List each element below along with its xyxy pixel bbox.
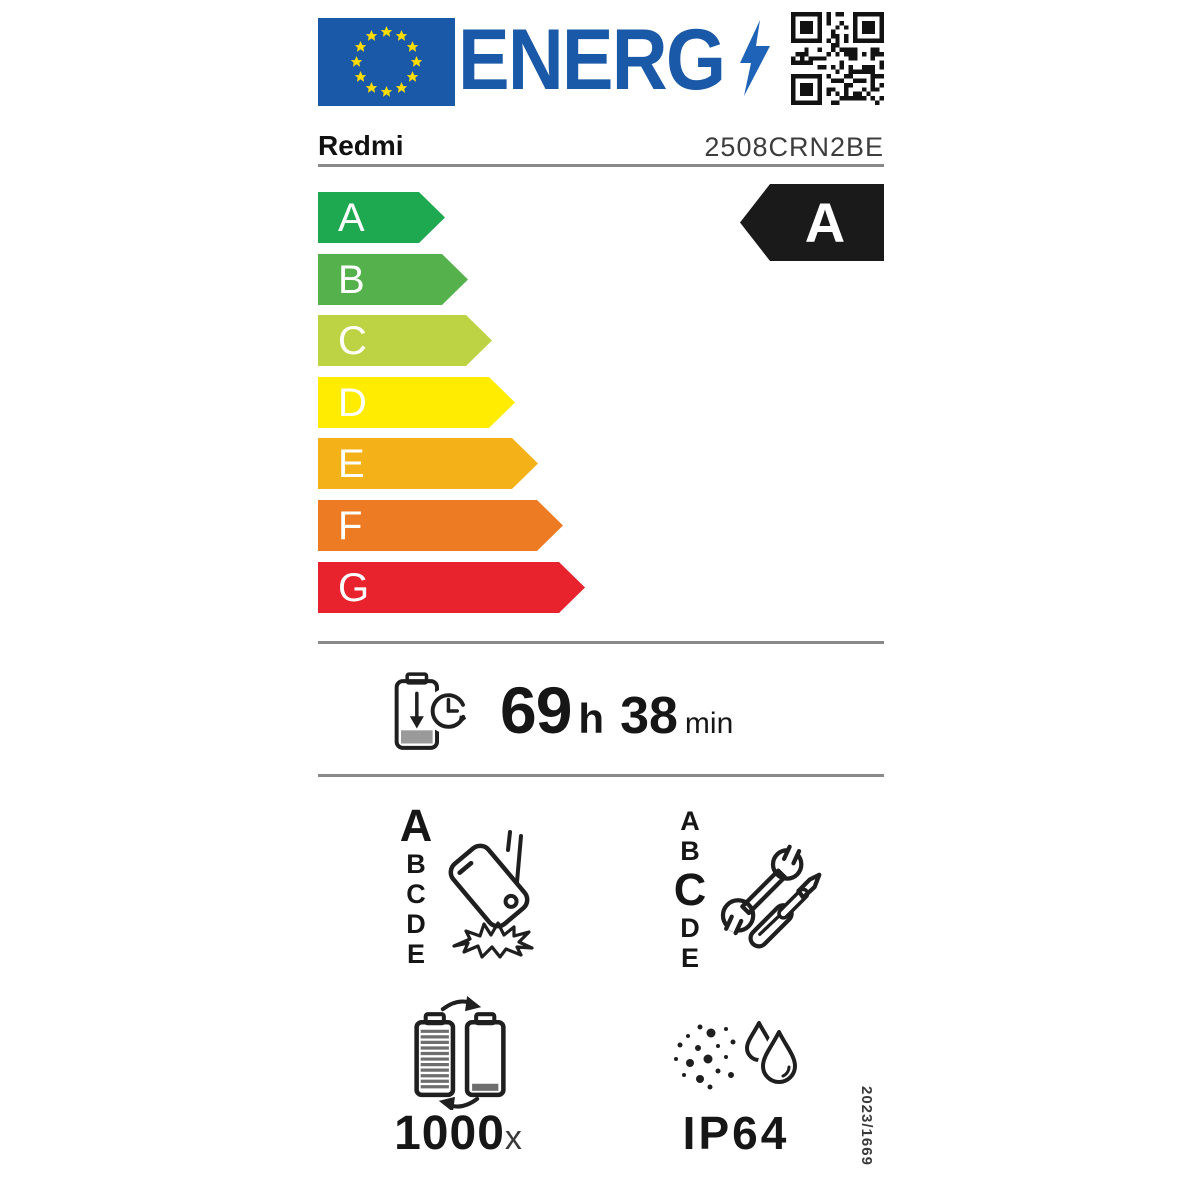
cycles-number: 1000 [394, 1107, 505, 1160]
class-letter: B [406, 849, 426, 879]
class-letter: B [680, 836, 700, 866]
endurance-hours-unit: h [578, 695, 605, 742]
scale-arrow-g: G [318, 562, 585, 613]
scale-letter: D [338, 381, 367, 425]
class-letter: C [673, 864, 707, 915]
repair-tools-icon [720, 844, 822, 949]
scale-arrow-a: A [318, 192, 445, 243]
scale-arrow-f: F [318, 500, 563, 551]
scale-letter: E [338, 442, 365, 486]
scale-arrow-d: D [318, 377, 515, 428]
endurance-hours: 69 [500, 673, 572, 747]
lightning-bolt-icon [740, 20, 770, 96]
class-letter: E [406, 939, 425, 969]
ip-rating: IP64 [682, 1107, 790, 1159]
falling-phone-icon [448, 830, 534, 959]
endurance-minutes: 38 [620, 687, 678, 745]
scale-arrow-b: B [318, 254, 468, 305]
class-letter: A [399, 800, 433, 851]
endurance-minutes-unit: min [684, 707, 734, 740]
drop-resistance-class-list: A B C D E [396, 802, 436, 969]
scale-letter: A [338, 196, 365, 240]
dust-water-icon [674, 1019, 801, 1090]
energ-logo-text: ENERG [458, 12, 726, 108]
class-letter: D [406, 909, 426, 939]
scale-letter: G [338, 566, 370, 610]
eu-energy-label: ENERG Redmi 2508CRN2BE A B C D E F G A 6… [318, 0, 884, 1200]
scale-arrow-e: E [318, 438, 538, 489]
rated-class-arrow: A [740, 184, 884, 261]
class-letter: A [680, 806, 700, 836]
model-identifier: 2508CRN2BE [704, 132, 884, 162]
brand-name: Redmi [318, 130, 404, 161]
class-letter: E [680, 943, 699, 973]
divider-line [318, 774, 884, 777]
scale-arrow-c: C [318, 315, 492, 366]
repairability-class-list: A B C D E [670, 806, 710, 973]
scale-letter: B [338, 258, 365, 302]
class-letter: C [406, 879, 426, 909]
regulation-number: 2023/1669 [858, 1086, 875, 1166]
scale-letter: C [338, 319, 367, 363]
eu-flag-icon [318, 18, 455, 106]
cycles-unit: x [504, 1119, 522, 1157]
battery-cycles-value: 1000x [358, 1106, 558, 1161]
divider-line [318, 164, 884, 167]
battery-endurance-icon [394, 672, 466, 750]
class-letter: D [680, 913, 700, 943]
qr-code [791, 12, 884, 105]
battery-endurance-value: 69 h 38 min [500, 672, 820, 747]
divider-line [318, 641, 884, 644]
battery-cycles-icon [414, 996, 506, 1110]
scale-letter: F [338, 504, 363, 548]
